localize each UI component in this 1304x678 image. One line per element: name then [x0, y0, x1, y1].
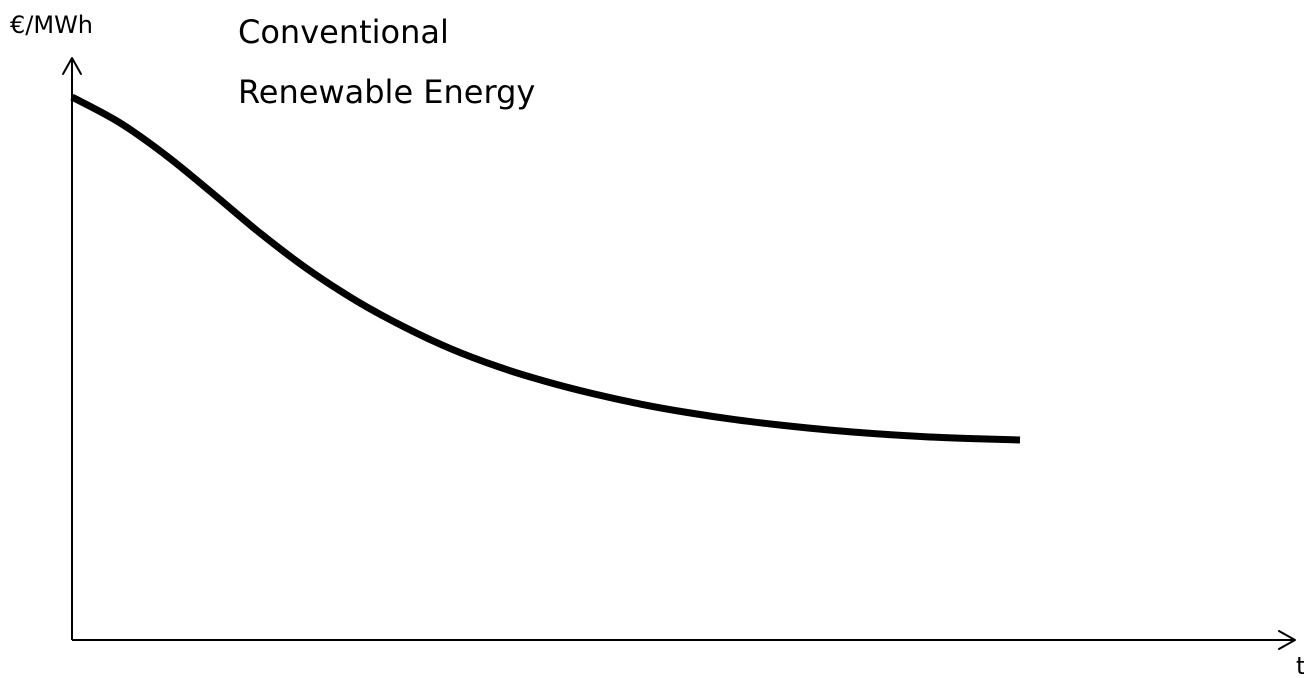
y-axis-label: €/MWh: [10, 11, 93, 39]
legend-entry-renewable-energy: Renewable Energy: [238, 73, 535, 111]
x-axis-arrow: [1278, 630, 1296, 650]
series-layer: [70, 93, 1021, 444]
y-axis-arrow: [62, 57, 82, 75]
series-line-0: [70, 93, 1021, 444]
legend-entry-conventional: Conventional: [238, 13, 449, 51]
axes: [62, 57, 1296, 650]
x-axis-label: t: [1296, 652, 1304, 678]
legend: Conventional Renewable Energy: [238, 13, 535, 111]
